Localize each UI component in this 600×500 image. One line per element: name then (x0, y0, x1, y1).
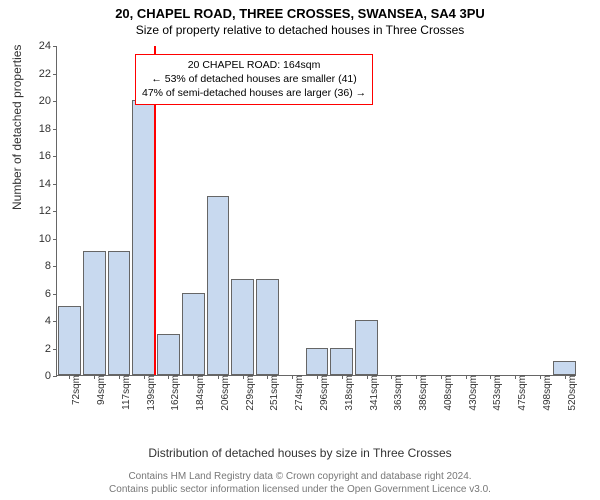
annotation-line1: 20 CHAPEL ROAD: 164sqm (142, 58, 366, 72)
y-tick-mark (53, 129, 57, 130)
footer-line1: Contains HM Land Registry data © Crown c… (0, 470, 600, 483)
y-tick-mark (53, 294, 57, 295)
x-axis-label: Distribution of detached houses by size … (0, 446, 600, 460)
x-tick-label: 296sqm (313, 375, 330, 411)
x-tick-label: 206sqm (214, 375, 231, 411)
y-tick-mark (53, 211, 57, 212)
x-tick-label: 386sqm (412, 375, 429, 411)
y-tick-mark (53, 101, 57, 102)
x-tick-label: 318sqm (338, 375, 355, 411)
histogram-bar (157, 334, 180, 375)
x-tick-label: 430sqm (462, 375, 479, 411)
y-tick-mark (53, 46, 57, 47)
chart-plot-area: 02468101214161820222472sqm94sqm117sqm139… (56, 46, 576, 376)
annotation-box: 20 CHAPEL ROAD: 164sqm← 53% of detached … (135, 54, 373, 105)
chart-footer: Contains HM Land Registry data © Crown c… (0, 470, 600, 496)
histogram-bar (330, 348, 353, 376)
histogram-bar (182, 293, 205, 376)
histogram-bar (306, 348, 329, 376)
histogram-bar (256, 279, 279, 375)
chart-subtitle: Size of property relative to detached ho… (0, 21, 600, 37)
x-tick-label: 251sqm (263, 375, 280, 411)
histogram-bar (58, 306, 81, 375)
x-tick-label: 274sqm (288, 375, 305, 411)
annotation-line2: ← 53% of detached houses are smaller (41… (142, 72, 366, 86)
x-tick-label: 229sqm (239, 375, 256, 411)
histogram-bar (108, 251, 131, 375)
histogram-bar (355, 320, 378, 375)
x-tick-label: 72sqm (65, 375, 82, 405)
histogram-bar (132, 100, 155, 375)
plot-region: 02468101214161820222472sqm94sqm117sqm139… (56, 46, 576, 376)
x-tick-label: 453sqm (486, 375, 503, 411)
footer-line2: Contains public sector information licen… (0, 483, 600, 496)
y-tick-mark (53, 184, 57, 185)
histogram-bar (231, 279, 254, 375)
x-tick-label: 184sqm (189, 375, 206, 411)
y-tick-mark (53, 239, 57, 240)
x-tick-label: 139sqm (140, 375, 157, 411)
histogram-bar (83, 251, 106, 375)
x-tick-label: 117sqm (115, 375, 132, 410)
y-tick-mark (53, 156, 57, 157)
x-tick-label: 498sqm (536, 375, 553, 411)
x-tick-label: 520sqm (561, 375, 578, 411)
x-tick-label: 408sqm (437, 375, 454, 411)
x-tick-label: 162sqm (164, 375, 181, 411)
x-tick-label: 363sqm (387, 375, 404, 411)
x-tick-label: 94sqm (90, 375, 107, 405)
x-tick-label: 475sqm (511, 375, 528, 411)
chart-title: 20, CHAPEL ROAD, THREE CROSSES, SWANSEA,… (0, 0, 600, 21)
y-tick-mark (53, 376, 57, 377)
x-tick-label: 341sqm (363, 375, 380, 411)
y-tick-mark (53, 74, 57, 75)
histogram-bar (207, 196, 230, 375)
y-tick-mark (53, 349, 57, 350)
y-tick-mark (53, 266, 57, 267)
annotation-line3: 47% of semi-detached houses are larger (… (142, 86, 366, 100)
y-tick-mark (53, 321, 57, 322)
y-axis-label: Number of detached properties (10, 45, 24, 210)
histogram-bar (553, 361, 576, 375)
